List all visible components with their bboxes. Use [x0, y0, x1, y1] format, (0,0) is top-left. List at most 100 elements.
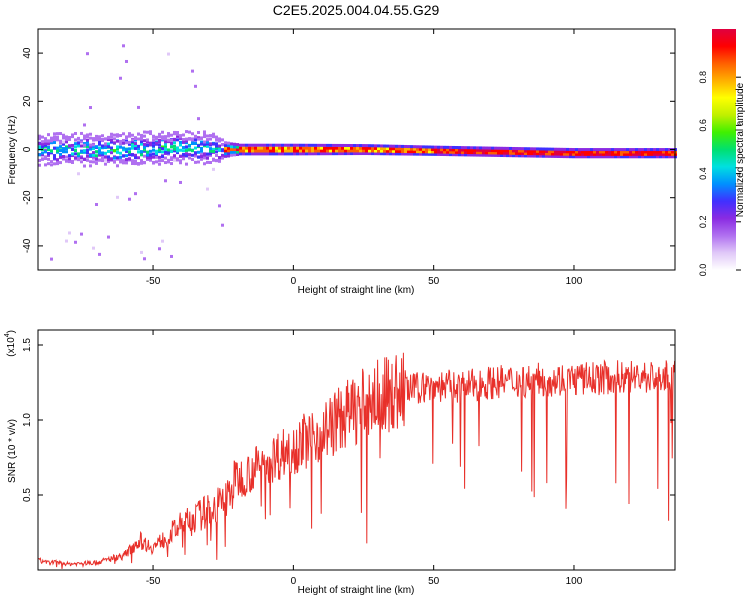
spectrogram-cell	[107, 135, 110, 139]
spectrogram-cell	[566, 155, 569, 159]
spectrogram-cell	[38, 153, 41, 157]
spectrogram-cell	[176, 131, 179, 135]
spectrogram-cell	[245, 146, 248, 150]
spectrogram-x-tick-label: -50	[146, 276, 161, 287]
spectrogram-cell	[383, 149, 386, 153]
spectrogram-cell	[548, 154, 551, 158]
spectrogram-cell	[44, 142, 47, 146]
spectrogram-cell	[428, 147, 431, 151]
spectrogram-cell	[341, 149, 344, 153]
spectrogram-cell	[509, 154, 512, 158]
spectrogram-cell	[143, 130, 146, 134]
spectrogram-cell	[308, 143, 311, 147]
spectrogram-cell	[536, 147, 539, 151]
spectrogram-cell	[125, 149, 128, 153]
spectrogram-cell	[605, 150, 608, 154]
spectrogram-cell	[176, 134, 179, 138]
spectrogram-cell	[209, 147, 212, 151]
spectrogram-cell	[353, 144, 356, 148]
spectrogram-cell	[158, 162, 161, 166]
colorbar-ticks: 0.0 0.2 0.4 0.6 0.8	[698, 71, 741, 276]
spectrogram-cell	[605, 155, 608, 159]
spectrogram-cell	[149, 141, 152, 145]
spectrogram-cell	[74, 148, 77, 152]
spectrogram-noise-cell	[62, 140, 65, 144]
spectrogram-cell	[233, 150, 236, 154]
spectrogram-cell	[242, 143, 245, 147]
spectrogram-cell	[398, 152, 401, 156]
spectrogram-cell	[353, 146, 356, 150]
spectrogram-cell	[530, 149, 533, 153]
spectrogram-cell	[488, 146, 491, 150]
spectrogram-cell	[206, 160, 209, 164]
spectrogram-cell	[452, 153, 455, 157]
spectrogram-cell	[410, 152, 413, 156]
spectrogram-cell	[218, 146, 221, 150]
spectrogram-cell	[392, 147, 395, 151]
spectrogram-cell	[164, 156, 167, 160]
spectrogram-cell	[602, 155, 605, 159]
spectrogram-cell	[278, 146, 281, 150]
spectrogram-cell	[644, 148, 647, 152]
spectrogram-cell	[149, 143, 152, 147]
spectrogram-cell	[632, 150, 635, 154]
spectrogram-cell	[398, 144, 401, 148]
spectrogram-cell	[47, 162, 50, 166]
spectrogram-cell	[200, 136, 203, 140]
spectrogram-cell	[209, 160, 212, 164]
spectrogram-noise-cell	[158, 247, 161, 251]
spectrogram-cell	[212, 135, 215, 139]
spectrogram-cell	[257, 146, 260, 150]
spectrogram-cell	[284, 146, 287, 150]
spectrogram-cell	[56, 158, 59, 162]
spectrogram-cell	[59, 145, 62, 149]
spectrogram-cell	[305, 149, 308, 153]
spectrogram-cell	[191, 138, 194, 142]
spectrogram-cell	[194, 146, 197, 150]
spectrogram-cell	[407, 145, 410, 149]
spectrogram-cell	[560, 147, 563, 151]
spectrogram-cell	[590, 155, 593, 159]
spectrogram-cell	[617, 152, 620, 156]
spectrogram-cell	[56, 162, 59, 166]
spectrogram-noise-cell	[77, 172, 80, 176]
spectrogram-cell	[92, 160, 95, 164]
spectrogram-cell	[215, 159, 218, 163]
spectrogram-cell	[161, 147, 164, 151]
spectrogram-cell	[212, 149, 215, 153]
spectrogram-cell	[149, 153, 152, 157]
spectrogram-cell	[530, 147, 533, 151]
spectrogram-cell	[656, 150, 659, 154]
spectrogram-cell	[383, 152, 386, 156]
spectrogram-cell	[566, 152, 569, 156]
spectrogram-cell	[257, 152, 260, 156]
spectrogram-cell	[614, 155, 617, 159]
spectrogram-cell	[428, 145, 431, 149]
spectrogram-cell	[557, 150, 560, 154]
spectrogram-cell	[131, 140, 134, 144]
snr-background	[38, 330, 675, 570]
spectrogram-cell	[179, 134, 182, 138]
spectrogram-cell	[230, 148, 233, 152]
spectrogram-cell	[179, 154, 182, 158]
spectrogram-cell	[185, 130, 188, 134]
spectrogram-cell	[83, 149, 86, 153]
spectrogram-cell	[116, 139, 119, 143]
spectrogram-cell	[176, 138, 179, 142]
spectrogram-noise-cell	[104, 158, 107, 162]
spectrogram-cell	[614, 150, 617, 154]
spectrogram-cell	[203, 135, 206, 139]
spectrogram-cell	[164, 161, 167, 165]
spectrogram-cell	[377, 152, 380, 156]
spectrogram-cell	[155, 160, 158, 164]
spectrogram-cell	[170, 138, 173, 142]
spectrogram-noise-cell	[143, 257, 146, 261]
snr-x-label: Height of straight line (km)	[298, 585, 415, 596]
spectrogram-cell	[239, 143, 242, 147]
spectrogram-cell	[107, 158, 110, 162]
spectrogram-cell	[119, 155, 122, 159]
spectrogram-cell	[149, 156, 152, 160]
spectrogram-cell	[494, 151, 497, 155]
spectrogram-cell	[326, 152, 329, 156]
spectrogram-cell	[647, 150, 650, 154]
